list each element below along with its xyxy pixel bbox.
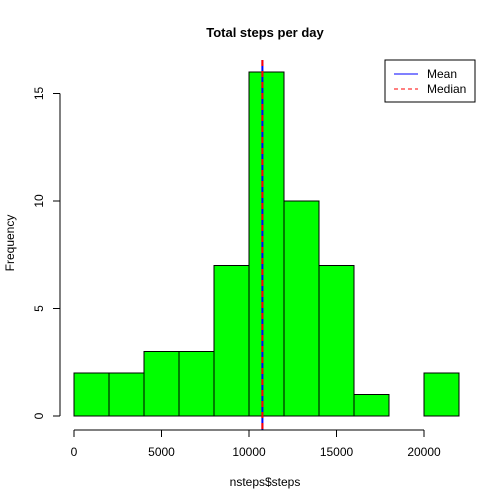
x-tick-label: 15000 (320, 445, 354, 459)
histogram-bar (108, 372, 145, 417)
y-axis: 0 5 10 15 (32, 87, 61, 419)
legend-median-label: Median (427, 82, 466, 96)
histogram-bar (73, 372, 110, 417)
chart-title: Total steps per day (206, 25, 324, 40)
x-tick-label: 5000 (148, 445, 175, 459)
legend-mean-label: Mean (427, 67, 457, 81)
histogram-bar (353, 394, 390, 417)
y-tick-label: 15 (32, 87, 46, 101)
y-tick-label: 0 (32, 412, 46, 419)
y-tick-label: 10 (32, 194, 46, 208)
x-axis: 0 5000 10000 15000 20000 (71, 429, 441, 459)
histogram-bar (178, 351, 215, 417)
histogram-bar (283, 200, 320, 417)
legend-box (384, 59, 476, 103)
x-axis-label: nsteps$steps (230, 475, 301, 489)
histogram-bar (248, 71, 285, 417)
x-tick-label: 20000 (407, 445, 441, 459)
legend: Mean Median (384, 59, 476, 103)
histogram-bar (213, 265, 250, 417)
y-axis-label: Frequency (3, 215, 17, 272)
bars-group (73, 71, 460, 417)
histogram-bar (423, 372, 460, 417)
x-tick-label: 0 (71, 445, 78, 459)
y-tick-label: 5 (32, 305, 46, 312)
histogram-bar (318, 265, 355, 417)
x-tick-label: 10000 (232, 445, 266, 459)
histogram-bar (143, 351, 180, 417)
